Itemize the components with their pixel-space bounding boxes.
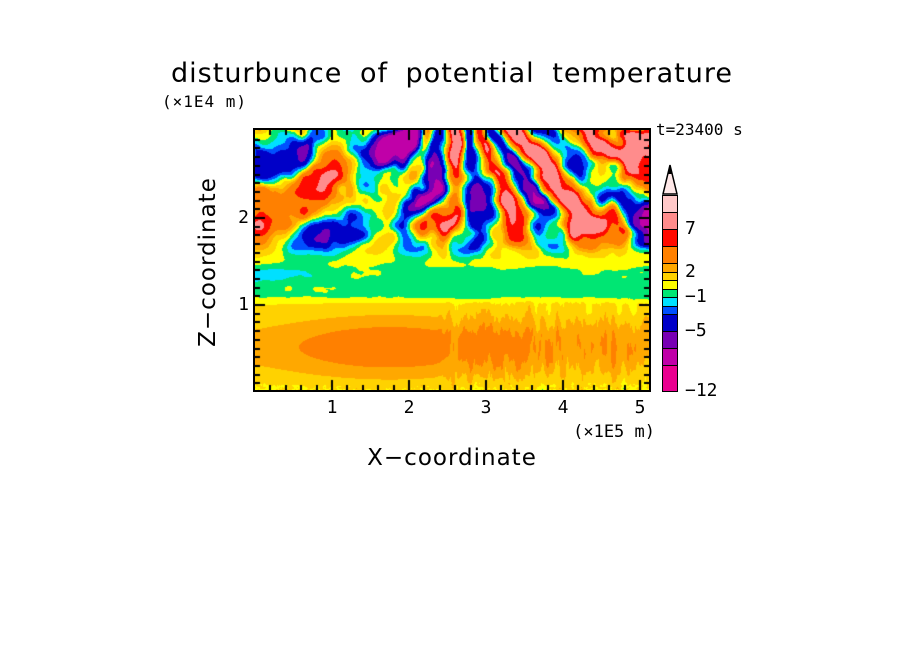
colorbar-segment — [662, 246, 678, 264]
colorbar-segment — [662, 229, 678, 247]
time-label: t=23400 s — [656, 120, 743, 139]
colorbar-label: −1 — [685, 286, 707, 307]
plot-frame — [253, 128, 651, 392]
colorbar-segment — [662, 365, 678, 392]
colorbar-segment — [662, 212, 678, 230]
contour-plot-canvas — [255, 130, 649, 390]
y-tick-label: 1 — [238, 294, 249, 315]
x-tick-label: 2 — [403, 397, 415, 418]
x-axis-unit-label: (×1E5 m) — [573, 422, 655, 442]
x-tick-label: 5 — [634, 397, 646, 418]
y-tick-label: 2 — [238, 207, 249, 228]
colorbar-segment — [662, 331, 678, 349]
colorbar-label: 7 — [685, 218, 696, 239]
colorbar-arrow-icon — [662, 164, 678, 195]
x-tick-label: 3 — [480, 397, 492, 418]
y-axis-label: Z−coordinate — [195, 177, 221, 347]
colorbar-label: −12 — [685, 380, 718, 401]
colorbar-label: −5 — [685, 320, 707, 341]
x-tick-label: 4 — [557, 397, 569, 418]
colorbar-segment — [662, 314, 678, 332]
colorbar-segment — [662, 195, 678, 213]
x-axis-label: X−coordinate — [367, 445, 537, 471]
y-axis-unit-label: (×1E4 m) — [162, 92, 248, 111]
x-tick-label: 1 — [326, 397, 338, 418]
colorbar-label: 2 — [685, 261, 696, 282]
colorbar-segment — [662, 348, 678, 366]
chart-title: disturbunce of potential temperature — [171, 58, 733, 89]
